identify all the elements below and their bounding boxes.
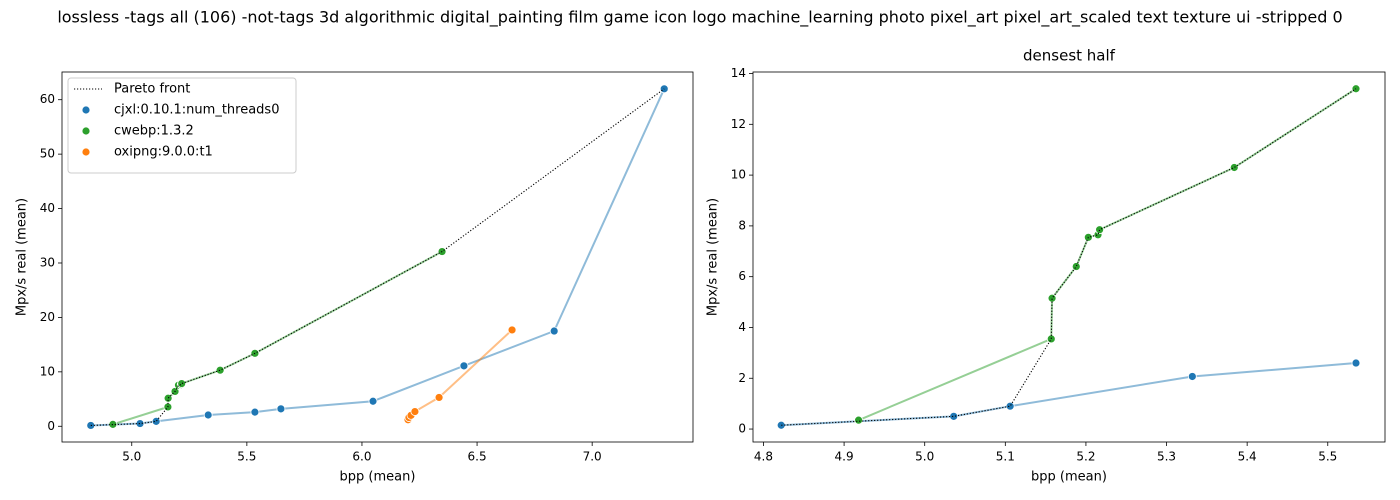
- y-tick-label: 2: [738, 371, 746, 385]
- point: [549, 326, 559, 336]
- legend-marker: [81, 126, 91, 136]
- x-tick-label: 5.5: [1318, 450, 1337, 464]
- point: [276, 404, 286, 414]
- legend-label: Pareto front: [114, 82, 190, 97]
- legend-label: oxipng:9.0.0:t1: [114, 145, 213, 160]
- y-axis-label: Mpx/s real (mean): [15, 198, 30, 316]
- axes-frame: [61, 71, 694, 443]
- point: [854, 415, 864, 425]
- point: [949, 411, 959, 421]
- y-tick-label: 40: [40, 201, 55, 215]
- point: [659, 84, 669, 94]
- legend: Pareto front cjxl:0.10.1:num_threads0cweb…: [67, 77, 297, 174]
- point: [368, 396, 378, 406]
- y-tick-label: 0: [47, 419, 55, 433]
- point: [1047, 293, 1057, 303]
- y-tick-label: 20: [40, 310, 55, 324]
- legend-label: cwebp:1.3.2: [114, 124, 194, 139]
- series-line: [407, 329, 513, 421]
- y-tick-label: 10: [40, 364, 55, 378]
- x-tick-label: 5.0: [915, 450, 934, 464]
- point: [410, 407, 420, 416]
- axes-title: densest half: [1023, 47, 1116, 65]
- x-axis-label: bpp (mean): [1031, 470, 1107, 485]
- x-axis-label: bpp (mean): [340, 470, 416, 485]
- y-tick-label: 8: [738, 218, 746, 232]
- point: [86, 421, 96, 430]
- point: [1095, 225, 1105, 235]
- x-tick-label: 4.9: [835, 450, 854, 464]
- legend-marker: [81, 147, 91, 157]
- x-tick-label: 5.5: [237, 450, 256, 464]
- point: [163, 393, 173, 403]
- point: [1229, 163, 1239, 172]
- legend-label: cjxl:0.10.1:num_threads0: [114, 103, 279, 118]
- point: [215, 365, 225, 375]
- legend-marker: [81, 105, 91, 115]
- x-tick-label: 5.3: [1157, 450, 1176, 464]
- x-tick-label: 5.2: [1076, 450, 1095, 464]
- x-tick-label: 5.4: [1238, 450, 1257, 464]
- y-tick-label: 14: [731, 66, 746, 80]
- axes-frame: [752, 71, 1386, 443]
- point: [151, 416, 161, 426]
- point: [203, 410, 213, 420]
- point: [1351, 358, 1361, 368]
- x-tick-label: 7.0: [583, 450, 602, 464]
- legend-box: [67, 77, 297, 174]
- y-tick-label: 0: [738, 422, 746, 436]
- figure-title: lossless -tags all (106) -not-tags 3d al…: [57, 8, 1342, 28]
- series-line: [112, 250, 443, 426]
- x-tick-label: 4.8: [754, 450, 773, 464]
- y-tick-label: 60: [40, 92, 55, 106]
- point: [459, 361, 469, 371]
- y-tick-label: 4: [738, 320, 746, 334]
- point: [1005, 401, 1015, 411]
- x-tick-label: 5.1: [996, 450, 1015, 464]
- y-tick-label: 10: [731, 168, 746, 182]
- series-line: [858, 87, 1357, 422]
- x-tick-label: 5.0: [122, 450, 141, 464]
- y-tick-label: 12: [731, 117, 746, 131]
- point: [434, 393, 444, 402]
- y-tick-label: 6: [738, 269, 746, 283]
- y-axis-label: Mpx/s real (mean): [706, 198, 721, 316]
- pareto-line: [781, 88, 1357, 426]
- point: [507, 325, 517, 335]
- point: [177, 379, 187, 388]
- y-tick-label: 50: [40, 147, 55, 161]
- point: [1071, 262, 1081, 271]
- x-tick-label: 6.0: [352, 450, 371, 464]
- point: [1187, 372, 1197, 381]
- point: [1046, 334, 1056, 344]
- pareto-line: [90, 88, 665, 426]
- point: [250, 407, 260, 417]
- x-tick-label: 6.5: [468, 450, 487, 464]
- y-tick-label: 30: [40, 255, 55, 269]
